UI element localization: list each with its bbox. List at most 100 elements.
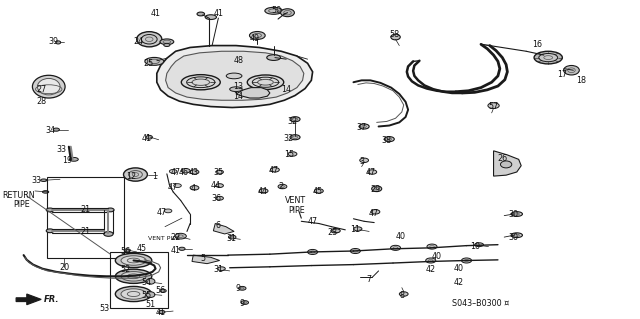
Polygon shape <box>213 224 234 234</box>
Ellipse shape <box>216 170 223 174</box>
Ellipse shape <box>239 286 246 290</box>
Text: 23: 23 <box>328 227 338 237</box>
Text: 45: 45 <box>137 244 147 253</box>
Text: 44: 44 <box>257 187 268 197</box>
Text: 47: 47 <box>369 209 380 218</box>
Text: 12: 12 <box>127 172 137 181</box>
Ellipse shape <box>216 184 223 188</box>
Text: 4: 4 <box>191 184 196 193</box>
Text: 3: 3 <box>359 157 364 166</box>
Text: 53: 53 <box>99 304 109 313</box>
Text: PIPE: PIPE <box>13 200 30 209</box>
Text: 28: 28 <box>36 97 46 106</box>
Text: PIPE: PIPE <box>289 206 305 215</box>
Text: 17: 17 <box>557 70 568 78</box>
Text: 47: 47 <box>365 168 376 177</box>
Ellipse shape <box>539 54 557 62</box>
Text: 7: 7 <box>367 275 372 284</box>
Text: 41: 41 <box>213 10 223 19</box>
Text: 31: 31 <box>213 265 223 274</box>
Text: 34: 34 <box>45 126 56 135</box>
Ellipse shape <box>164 209 172 213</box>
Ellipse shape <box>146 135 152 139</box>
Bar <box>110 252 168 308</box>
Ellipse shape <box>145 57 164 65</box>
Ellipse shape <box>38 78 60 95</box>
Ellipse shape <box>53 128 60 131</box>
Ellipse shape <box>174 184 181 188</box>
Ellipse shape <box>384 137 394 142</box>
Ellipse shape <box>56 41 61 44</box>
Text: 51: 51 <box>145 300 156 309</box>
Text: 49: 49 <box>250 34 260 43</box>
Ellipse shape <box>391 34 400 40</box>
Text: 48: 48 <box>234 56 243 65</box>
Ellipse shape <box>46 208 54 212</box>
Ellipse shape <box>160 39 174 45</box>
Ellipse shape <box>190 170 199 174</box>
Text: 9: 9 <box>240 299 245 308</box>
Ellipse shape <box>290 135 300 140</box>
Text: 5: 5 <box>200 254 205 263</box>
Ellipse shape <box>461 258 472 263</box>
Ellipse shape <box>40 179 47 182</box>
Text: 32: 32 <box>284 134 294 143</box>
Ellipse shape <box>350 249 360 254</box>
Text: 47: 47 <box>157 208 167 217</box>
Ellipse shape <box>228 235 236 239</box>
Text: 45: 45 <box>312 187 323 197</box>
Text: 47: 47 <box>269 166 279 175</box>
Text: 21: 21 <box>80 205 90 214</box>
Polygon shape <box>166 51 304 100</box>
Text: 30: 30 <box>509 211 518 219</box>
Ellipse shape <box>170 169 177 173</box>
Ellipse shape <box>278 184 287 189</box>
Ellipse shape <box>115 253 152 268</box>
Text: 32: 32 <box>287 117 298 126</box>
Ellipse shape <box>146 278 155 284</box>
Text: 41: 41 <box>141 134 151 143</box>
Ellipse shape <box>124 249 131 252</box>
Text: 22: 22 <box>170 233 180 241</box>
Ellipse shape <box>534 51 563 64</box>
Text: 47: 47 <box>308 217 317 226</box>
Ellipse shape <box>427 244 437 249</box>
Ellipse shape <box>121 256 146 265</box>
Text: 42: 42 <box>426 265 436 274</box>
Text: 24: 24 <box>133 37 143 46</box>
Text: 56: 56 <box>156 286 166 295</box>
Ellipse shape <box>333 229 340 233</box>
Text: 1: 1 <box>152 172 157 181</box>
Ellipse shape <box>159 310 165 314</box>
Text: 21: 21 <box>80 227 90 236</box>
Text: 26: 26 <box>497 153 508 163</box>
Text: 50: 50 <box>272 6 282 15</box>
Text: 8: 8 <box>399 291 404 300</box>
Ellipse shape <box>247 75 284 90</box>
Text: 58: 58 <box>389 30 399 39</box>
Ellipse shape <box>267 55 280 60</box>
Ellipse shape <box>360 158 369 162</box>
Text: 25: 25 <box>143 59 153 68</box>
Text: 9: 9 <box>236 285 241 293</box>
Ellipse shape <box>265 7 282 14</box>
Text: 11: 11 <box>350 225 360 234</box>
Ellipse shape <box>181 168 190 173</box>
Ellipse shape <box>426 258 436 263</box>
Text: 40: 40 <box>432 252 442 261</box>
Text: 57: 57 <box>488 102 499 111</box>
Ellipse shape <box>121 271 146 281</box>
Ellipse shape <box>290 117 300 122</box>
Text: 54: 54 <box>141 278 151 287</box>
Text: VENT: VENT <box>284 196 305 205</box>
Ellipse shape <box>259 189 268 193</box>
Text: 40: 40 <box>453 264 463 273</box>
Ellipse shape <box>146 292 155 298</box>
Ellipse shape <box>390 245 401 250</box>
Ellipse shape <box>331 229 340 233</box>
Text: 41: 41 <box>150 9 161 18</box>
Polygon shape <box>16 294 41 305</box>
Ellipse shape <box>106 208 114 212</box>
Text: 41: 41 <box>156 308 166 317</box>
Text: 20: 20 <box>60 263 70 272</box>
